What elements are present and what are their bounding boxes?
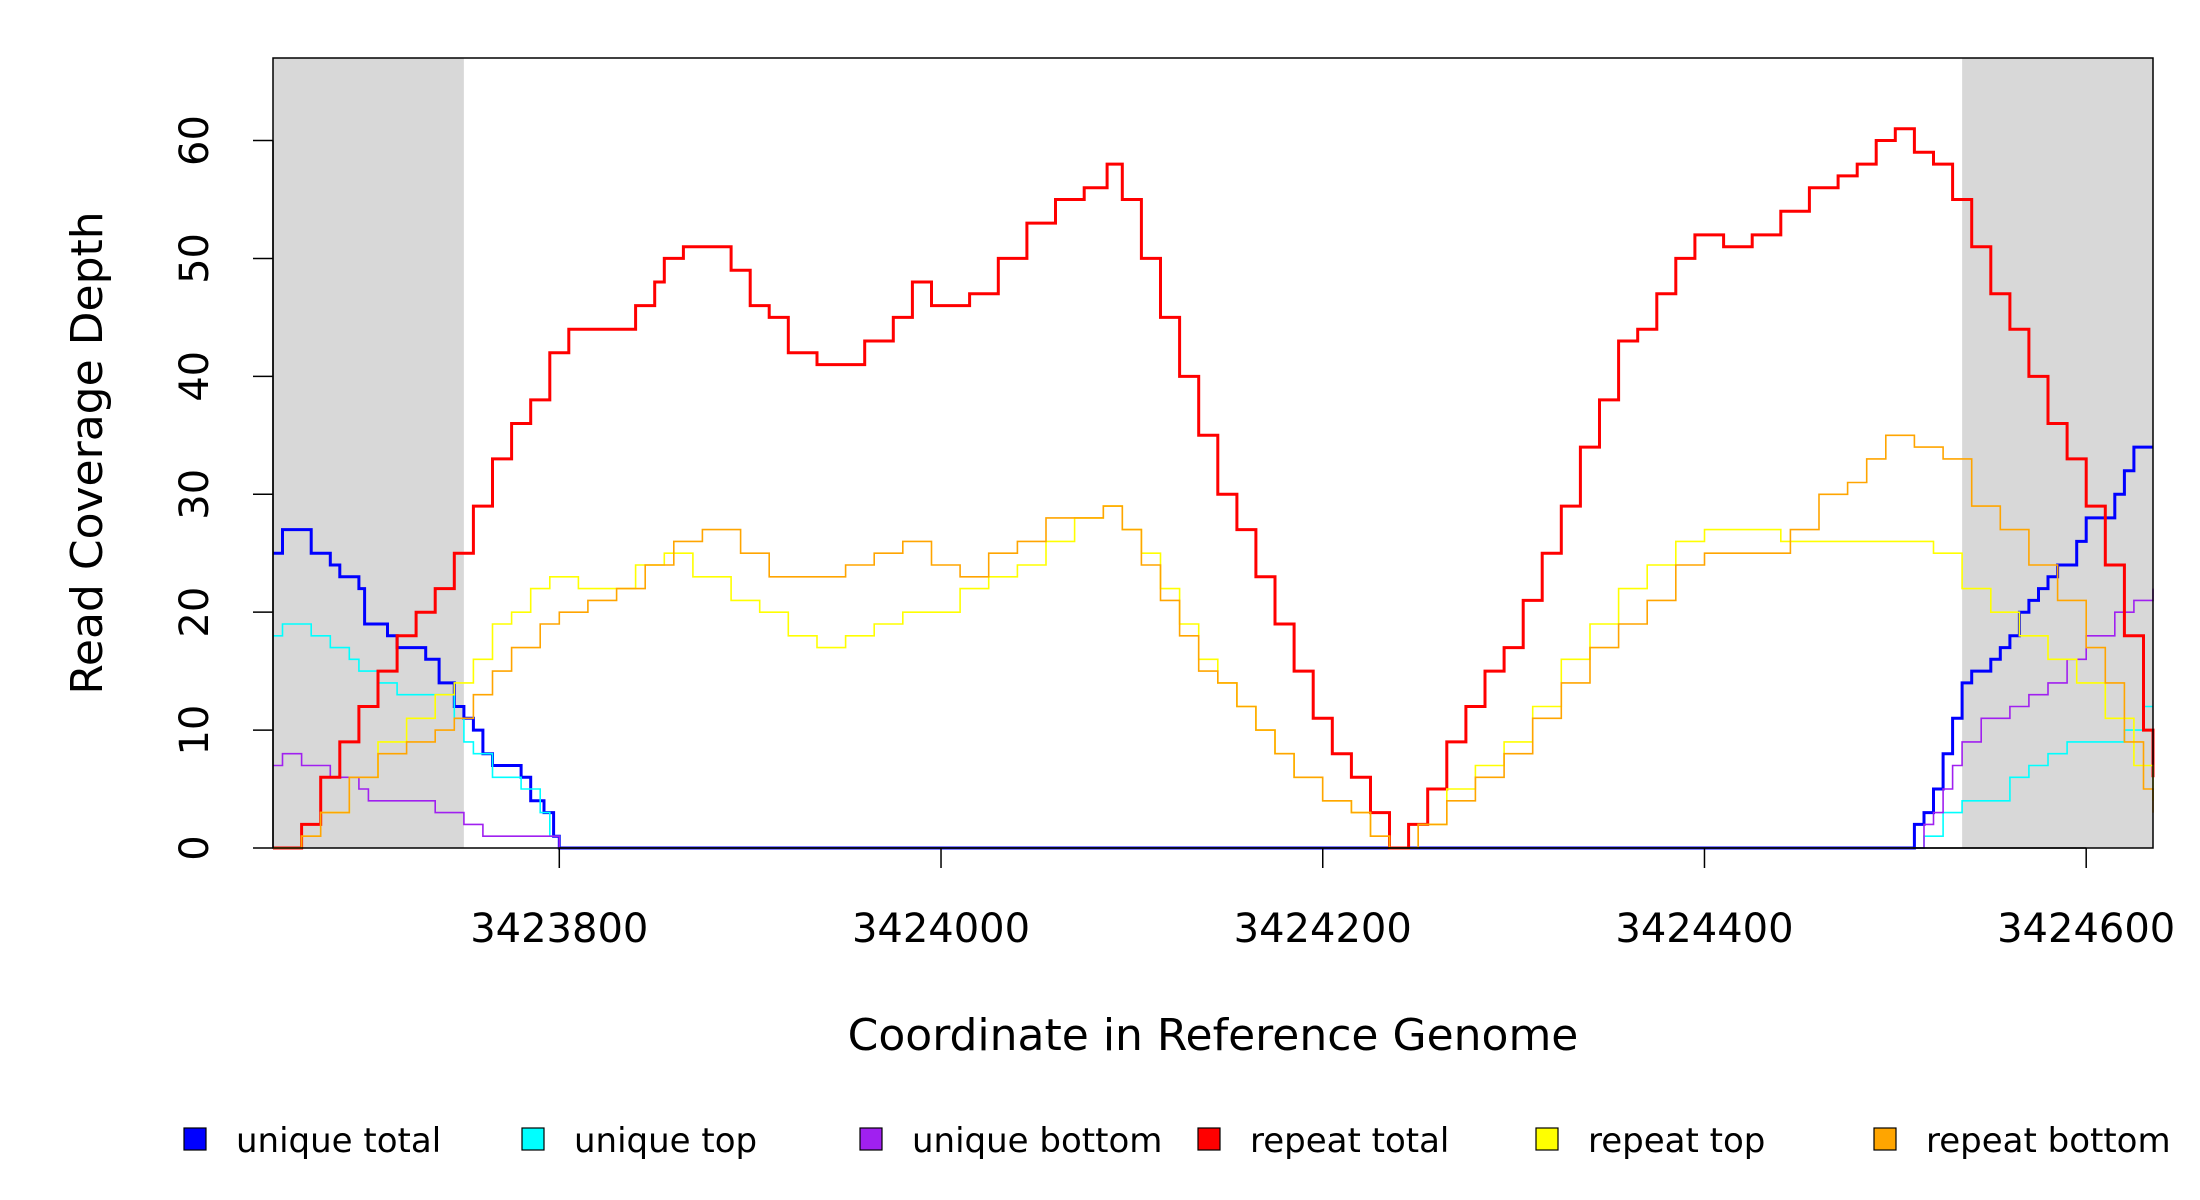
legend-item: unique total [183, 1121, 441, 1161]
x-tick-label: 3423800 [470, 906, 648, 952]
legend-swatch [183, 1127, 207, 1151]
legend-item: repeat top [1535, 1121, 1765, 1161]
series-repeat-top-line [273, 505, 2154, 849]
shaded-region-1 [273, 58, 464, 848]
shaded-region-layer [273, 58, 2153, 848]
x-tick-label: 3424400 [1615, 906, 1793, 952]
series-unique-top-line [273, 623, 2153, 849]
y-tick-label: 20 [172, 587, 218, 638]
legend-item: unique top [521, 1121, 757, 1161]
plot-frame [272, 57, 2154, 849]
x-tick-label: 3424200 [1234, 906, 1412, 952]
legend-label: unique bottom [912, 1121, 1162, 1161]
legend-label: repeat total [1250, 1121, 1449, 1161]
y-tick-label: 60 [172, 115, 218, 166]
legend-item: repeat bottom [1873, 1121, 2171, 1161]
legend-label: unique top [574, 1121, 757, 1161]
legend-swatch [521, 1127, 545, 1151]
series-unique-bottom-line [273, 588, 2154, 849]
series-unique-total-line [273, 445, 2153, 850]
series-repeat-bottom-line [273, 434, 2154, 849]
y-axis: 0 10 20 30 40 50 60 [172, 115, 274, 861]
y-tick-label: 10 [172, 705, 218, 756]
legend-swatch [859, 1127, 883, 1151]
y-tick-label: 40 [172, 351, 218, 402]
legend-swatch [1197, 1127, 1221, 1151]
series-repeat-total-line [273, 127, 2155, 850]
legend-label: repeat bottom [1926, 1121, 2171, 1161]
legend: unique total unique top unique bottom repea… [183, 1121, 2171, 1161]
legend-swatch [1535, 1127, 1559, 1151]
y-tick-label: 0 [172, 835, 218, 860]
y-tick-label: 30 [172, 469, 218, 520]
x-tick-label: 3424600 [1997, 906, 2175, 952]
y-tick-label: 50 [172, 233, 218, 284]
legend-item: repeat total [1197, 1121, 1449, 1161]
legend-label: repeat top [1588, 1121, 1765, 1161]
series-layer [273, 127, 2155, 850]
legend-label: unique total [236, 1121, 441, 1161]
y-axis-title: Read Coverage Depth [62, 211, 113, 694]
x-axis: 3423800 3424000 3424200 3424400 3424600 [470, 847, 2175, 952]
legend-swatch [1873, 1127, 1897, 1151]
legend-item: unique bottom [859, 1121, 1162, 1161]
shaded-region-2 [1962, 58, 2153, 848]
x-axis-title: Coordinate in Reference Genome [848, 1010, 1579, 1061]
x-tick-label: 3424000 [852, 906, 1030, 952]
